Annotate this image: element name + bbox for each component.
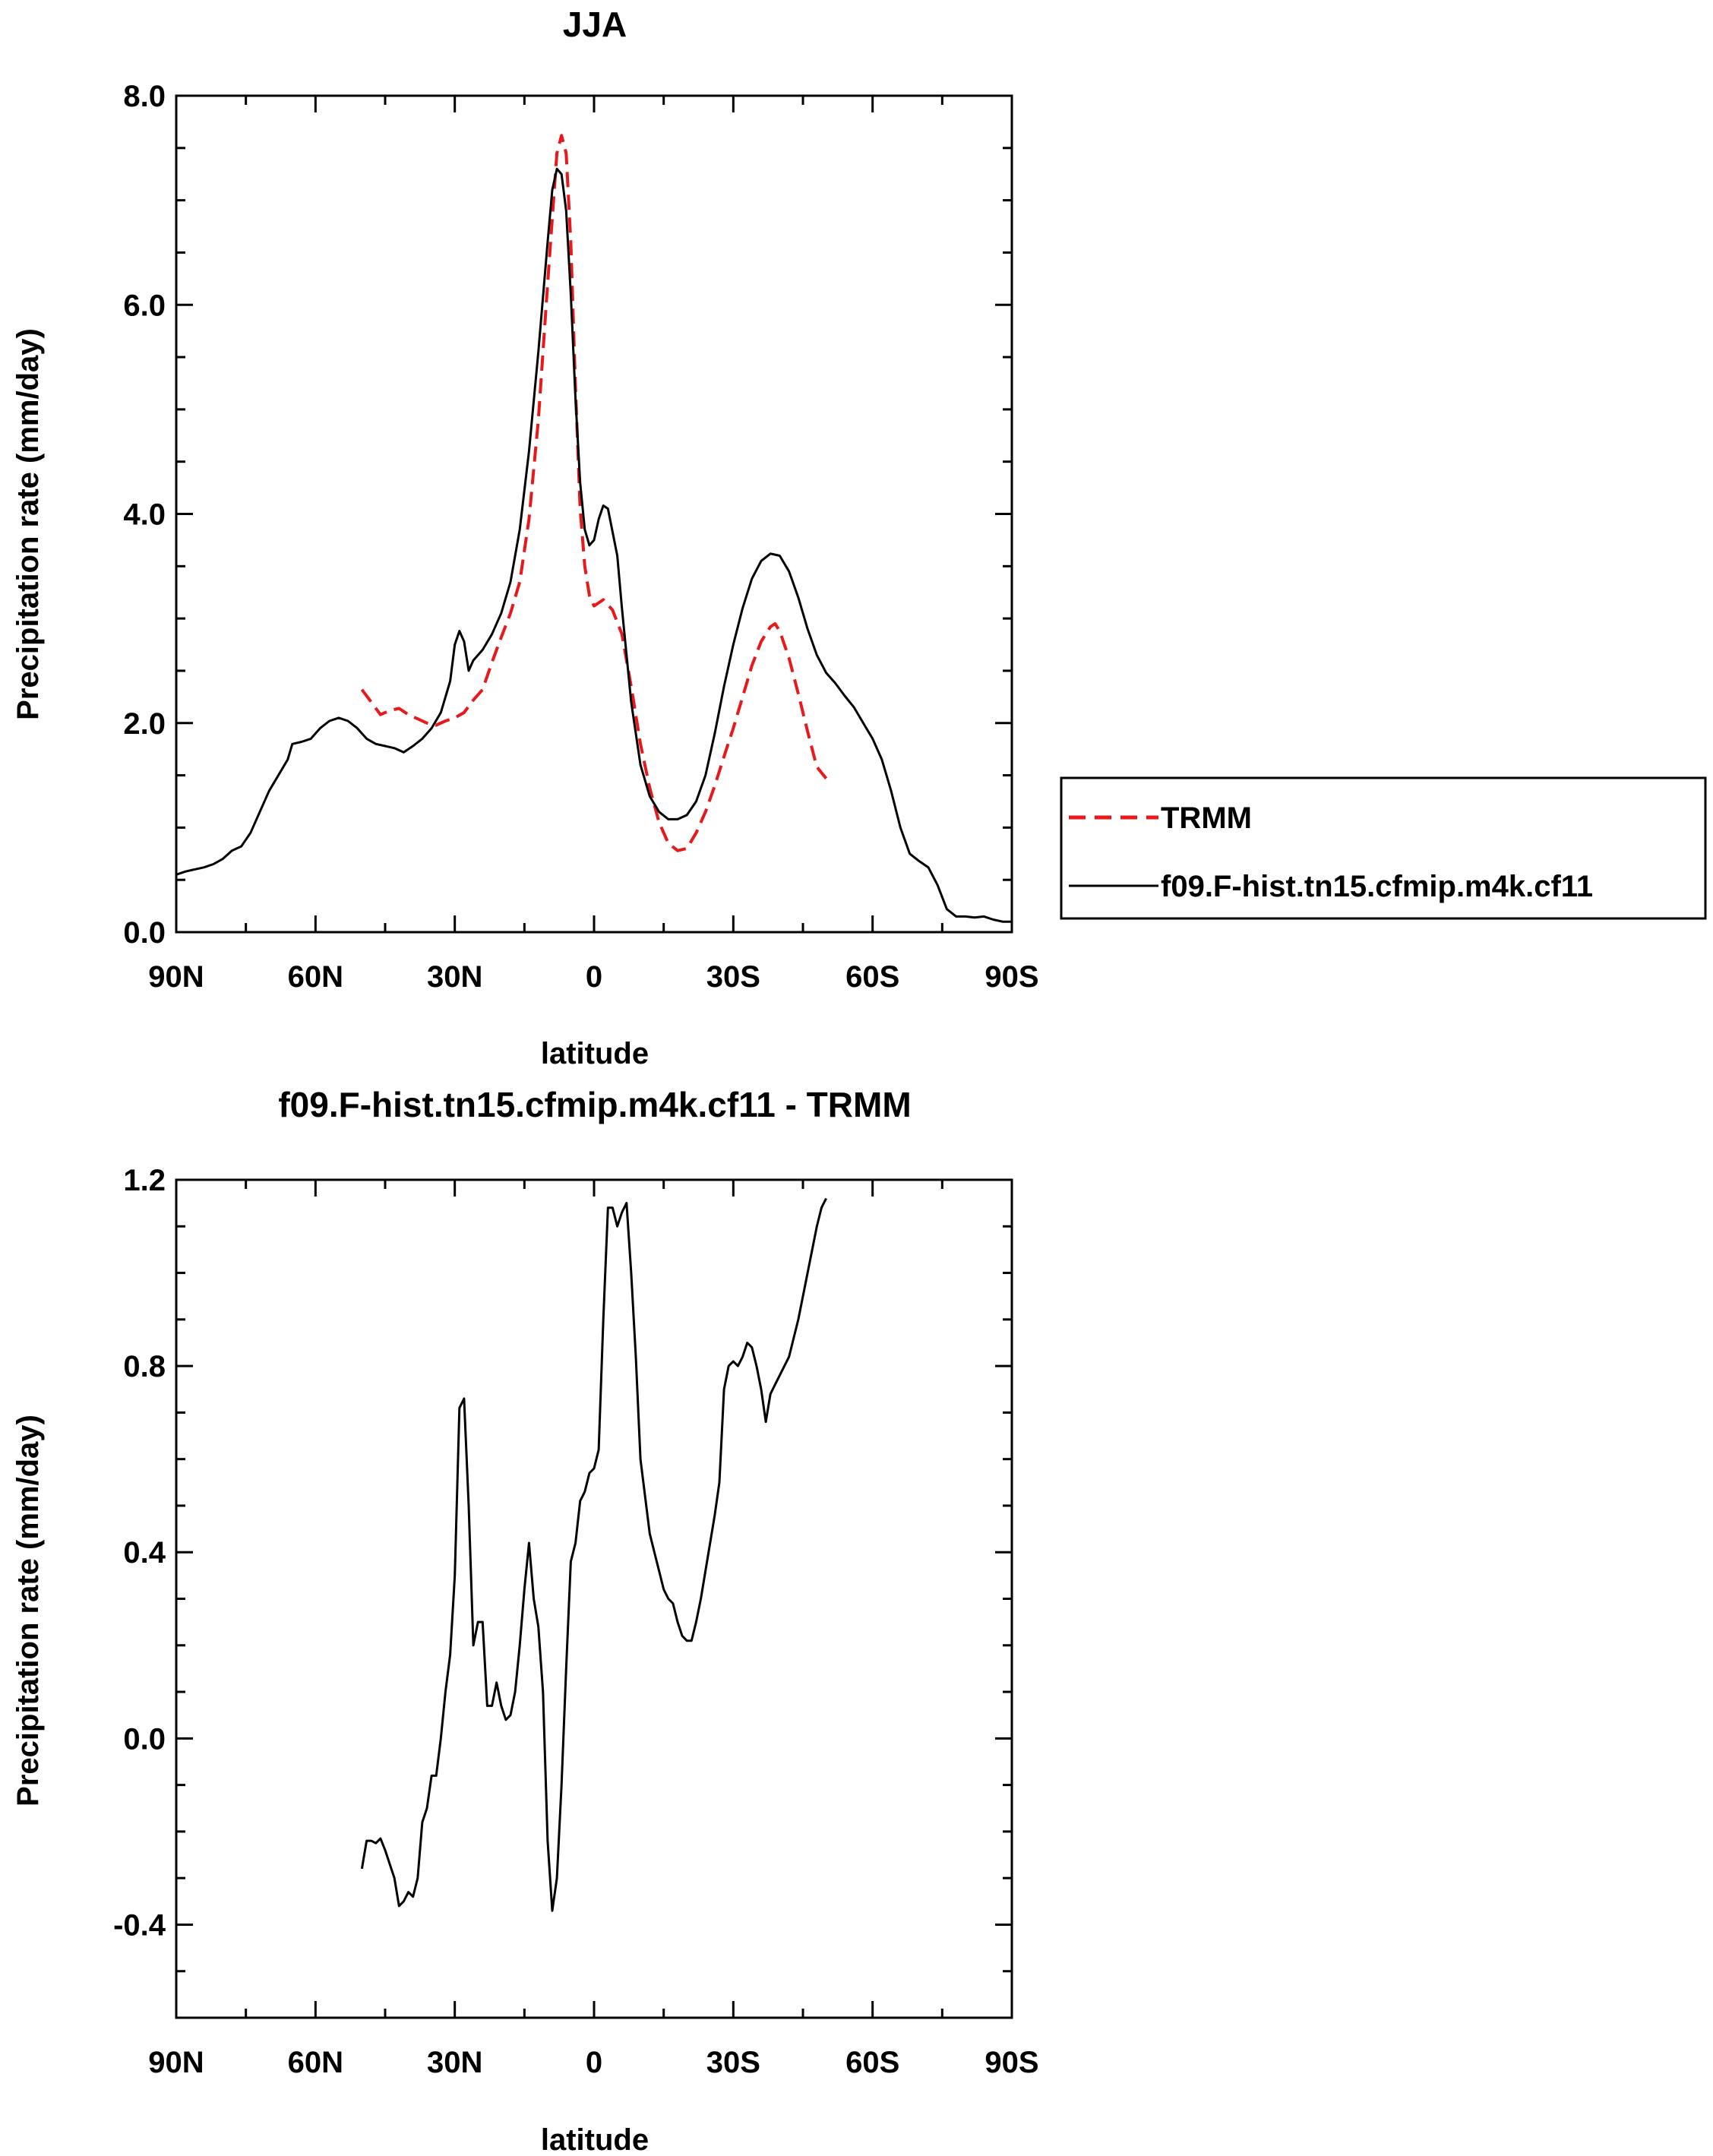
x-tick-label: 30N	[427, 960, 482, 994]
x-tick-label: 90N	[148, 960, 204, 994]
series-line-difference	[360, 1197, 827, 1912]
y-tick-label: -0.4	[113, 1908, 166, 1942]
plot-frame	[175, 94, 1013, 934]
y-tick-label: 6.0	[123, 289, 166, 322]
series-line-trmm	[360, 134, 828, 852]
axis-ticks: 90N 60N 30N 0 30S 60S 90S -0.4 0.0 0.4 0.8 1.2	[113, 1164, 1039, 2079]
x-axis-label: latitude	[541, 2123, 649, 2156]
x-tick-label: 0	[586, 2046, 602, 2079]
y-tick-label: 1.2	[123, 1164, 166, 1197]
x-tick-label: 0	[586, 960, 602, 994]
legend-label-model: f09.F-hist.tn15.cfmip.m4k.cf11	[1161, 870, 1593, 903]
x-tick-label: 60S	[845, 960, 899, 994]
chart-title: JJA	[563, 5, 627, 44]
legend-box	[1060, 776, 1707, 920]
y-tick-label: 0.4	[123, 1536, 166, 1570]
series-line-model	[175, 167, 1012, 923]
y-tick-label: 0.8	[123, 1350, 166, 1383]
x-tick-label: 90S	[985, 2046, 1038, 2079]
y-axis-label: Precipitation rate (mm/day)	[11, 328, 45, 720]
legend: TRMM f09.F-hist.tn15.cfmip.m4k.cf11	[1060, 776, 1707, 920]
x-tick-label: 30S	[706, 2046, 760, 2079]
y-tick-label: 0.0	[123, 1722, 166, 1756]
x-tick-label: 90N	[148, 2046, 204, 2079]
plot-area	[175, 134, 1012, 923]
legend-label-trmm: TRMM	[1161, 801, 1252, 835]
chart-difference: f09.F-hist.tn15.cfmip.m4k.cf11 - TRMM Pr…	[11, 1085, 1039, 2156]
chart-title: f09.F-hist.tn15.cfmip.m4k.cf11 - TRMM	[278, 1085, 911, 1124]
x-axis-label: latitude	[541, 1037, 649, 1070]
y-tick-label: 8.0	[123, 80, 166, 113]
y-axis-label: Precipitation rate (mm/day)	[11, 1415, 45, 1807]
x-tick-label: 90S	[985, 960, 1038, 994]
x-tick-label: 30N	[427, 2046, 482, 2079]
x-tick-label: 30S	[706, 960, 760, 994]
y-tick-label: 0.0	[123, 916, 166, 950]
y-tick-label: 4.0	[123, 498, 166, 532]
x-tick-label: 60S	[845, 2046, 899, 2079]
y-tick-label: 2.0	[123, 707, 166, 741]
x-tick-label: 60N	[288, 960, 343, 994]
chart-jja: JJA Precipitation rate (mm/day) latitude…	[11, 5, 1039, 1070]
plot-frame	[175, 1178, 1013, 2019]
axis-ticks: 90N 60N 30N 0 30S 60S 90S 0.0 2.0 4.0 6.0 8.0	[123, 80, 1038, 994]
plot-area	[360, 1197, 827, 1912]
x-tick-label: 60N	[288, 2046, 343, 2079]
